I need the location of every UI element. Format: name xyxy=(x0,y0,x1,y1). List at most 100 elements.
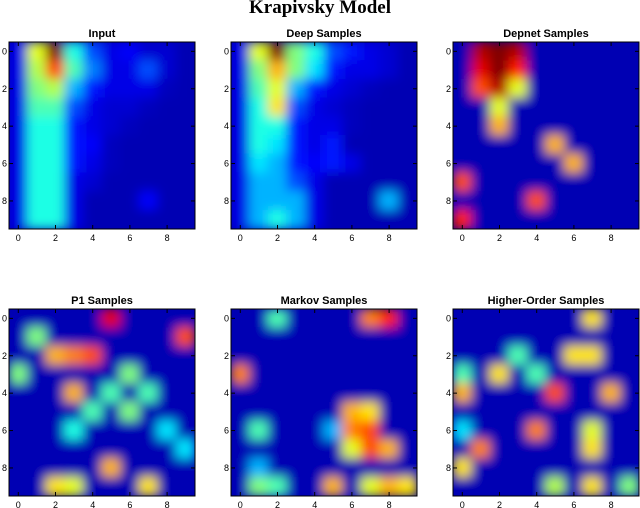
xtick-label: 0 xyxy=(16,233,21,243)
heatmap-cell-r8-c6 xyxy=(564,191,584,211)
heatmap-cell-r5-c2 xyxy=(45,135,66,155)
heatmap-cell-r1-c6 xyxy=(120,60,140,80)
ytick-label: 8 xyxy=(446,463,451,473)
xtick-label: 6 xyxy=(127,500,132,508)
heatmap-cell-r4-c2 xyxy=(267,116,288,136)
heatmap-cell-r7-c4 xyxy=(82,439,103,460)
heatmap-cell-r3-c0 xyxy=(453,364,473,385)
heatmap-cell-r5-c7 xyxy=(360,402,381,422)
heatmap-cell-r2-c2 xyxy=(267,345,288,366)
heatmap-cell-r4-c7 xyxy=(138,116,159,136)
heatmap-cell-r2-c4 xyxy=(304,345,325,366)
heatmap-cell-r1-c1 xyxy=(27,327,47,347)
heatmap-cell-r9-c7 xyxy=(582,209,603,229)
heatmap-cell-r3-c9 xyxy=(619,364,639,385)
heatmap-cell-r5-c4 xyxy=(82,135,103,155)
heatmap-cell-r2-c7 xyxy=(360,345,381,366)
xtick-label: 8 xyxy=(609,233,614,243)
heatmap-cell-r4-c5 xyxy=(101,383,122,403)
heatmap-cell-r2-c8 xyxy=(601,345,621,366)
heatmap-cell-r8-c1 xyxy=(27,191,47,211)
heatmap-cell-r8-c8 xyxy=(157,458,177,478)
heatmap-cell-r0-c3 xyxy=(508,309,528,329)
heatmap-cell-r0-c7 xyxy=(582,309,603,329)
heatmap-cell-r5-c7 xyxy=(582,135,603,155)
heatmap-cell-r1-c0 xyxy=(231,60,251,80)
xtick-label: 2 xyxy=(275,233,280,243)
heatmap-cell-r8-c3 xyxy=(286,458,306,478)
heatmap-cell-r3-c2 xyxy=(489,364,510,385)
heatmap-cell-r3-c7 xyxy=(582,364,603,385)
heatmap-cell-r6-c1 xyxy=(249,153,269,174)
heatmap-cell-r1-c9 xyxy=(619,60,639,80)
heatmap-cell-r8-c1 xyxy=(249,458,269,478)
heatmap-cell-r3-c4 xyxy=(82,364,103,385)
heatmap-cell-r2-c8 xyxy=(157,78,177,99)
heatmap-cell-r8-c7 xyxy=(138,458,159,478)
heatmap-cell-r8-c5 xyxy=(323,458,344,478)
heatmap-cell-r6-c4 xyxy=(82,153,103,174)
heatmap-cell-r5-c6 xyxy=(120,402,140,422)
heatmap-cell-r7-c4 xyxy=(526,439,547,460)
heatmap-cell-r4-c7 xyxy=(582,383,603,403)
heatmap-cell-r0-c6 xyxy=(564,42,584,62)
heatmap-cell-r3-c8 xyxy=(379,97,399,118)
heatmap-cell-r4-c0 xyxy=(453,383,473,403)
heatmap-cell-r4-c5 xyxy=(101,116,122,136)
heatmap-cell-r2-c3 xyxy=(286,345,306,366)
heatmap-cell-r1-c7 xyxy=(138,327,159,347)
heatmap-cell-r9-c2 xyxy=(489,209,510,229)
ytick-label: 4 xyxy=(224,388,229,398)
heatmap-cell-r3-c5 xyxy=(101,97,122,118)
heatmap-cell-r3-c7 xyxy=(582,97,603,118)
heatmap-cell-r1-c4 xyxy=(526,60,547,80)
heatmap-cell-r2-c9 xyxy=(619,78,639,99)
heatmap-cell-r7-c2 xyxy=(45,172,66,193)
heatmap-cell-r8-c3 xyxy=(508,191,528,211)
heatmap-cell-r5-c8 xyxy=(157,135,177,155)
heatmap-cell-r0-c7 xyxy=(360,42,381,62)
heatmap-cell-r8-c4 xyxy=(304,458,325,478)
heatmap-cell-r7-c8 xyxy=(601,172,621,193)
heatmap-cell-r6-c5 xyxy=(101,420,122,441)
heatmap-cell-r6-c7 xyxy=(582,420,603,441)
heatmap-cell-r2-c3 xyxy=(64,78,84,99)
heatmap-cell-r1-c5 xyxy=(323,60,344,80)
ytick-label: 4 xyxy=(224,121,229,131)
xtick-label: 4 xyxy=(534,500,539,508)
heatmap-cell-r2-c4 xyxy=(82,78,103,99)
heatmap-cell-r1-c3 xyxy=(64,327,84,347)
heatmap-cell-r3-c1 xyxy=(471,97,491,118)
heatmap-cell-r7-c7 xyxy=(582,439,603,460)
heatmap-cell-r4-c0 xyxy=(231,116,251,136)
heatmap-cell-r4-c2 xyxy=(45,116,66,136)
heatmap-cell-r3-c1 xyxy=(249,364,269,385)
ytick-label: 8 xyxy=(224,196,229,206)
heatmap-cell-r9-c9 xyxy=(397,209,417,229)
heatmap-cell-r7-c2 xyxy=(489,172,510,193)
heatmap-cell-r9-c0 xyxy=(9,476,29,496)
ytick-label: 4 xyxy=(446,121,451,131)
heatmap-cell-r5-c9 xyxy=(397,402,417,422)
heatmap-cell-r9-c5 xyxy=(545,209,566,229)
heatmap-cell-r5-c5 xyxy=(323,135,344,155)
heatmap-cell-r0-c4 xyxy=(304,309,325,329)
heatmap-cell-r5-c4 xyxy=(526,402,547,422)
heatmap-cell-r3-c2 xyxy=(267,97,288,118)
heatmap-cell-r9-c3 xyxy=(286,476,306,496)
heatmap-cell-r1-c5 xyxy=(101,60,122,80)
ytick-label: 4 xyxy=(2,121,7,131)
heatmap-cell-r1-c6 xyxy=(342,60,362,80)
heatmap-cell-r2-c1 xyxy=(471,78,491,99)
heatmap-cell-r0-c6 xyxy=(120,309,140,329)
heatmap-cell-r1-c1 xyxy=(471,60,491,80)
ytick-label: 4 xyxy=(2,388,7,398)
heatmap-cell-r5-c6 xyxy=(342,402,362,422)
heatmap-cell-r7-c8 xyxy=(379,439,399,460)
heatmap-cell-r5-c8 xyxy=(601,402,621,422)
heatmap-cell-r6-c2 xyxy=(45,153,66,174)
heatmap-cell-r2-c7 xyxy=(582,345,603,366)
heatmap-cell-r7-c6 xyxy=(564,172,584,193)
heatmap-cell-r0-c8 xyxy=(157,309,177,329)
heatmap-cell-r2-c1 xyxy=(471,345,491,366)
